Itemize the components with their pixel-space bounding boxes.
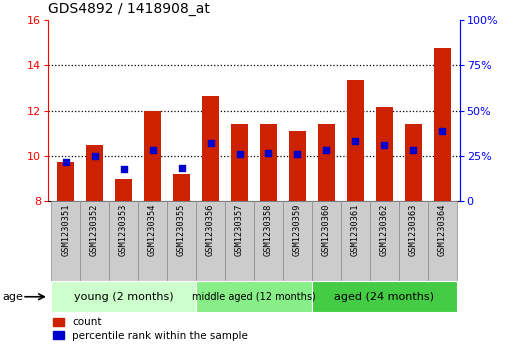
Bar bbox=[428, 201, 457, 281]
Point bbox=[235, 151, 243, 157]
Bar bbox=[138, 201, 167, 281]
Bar bbox=[312, 281, 457, 312]
Bar bbox=[80, 201, 109, 281]
Bar bbox=[254, 201, 283, 281]
Text: GSM1230359: GSM1230359 bbox=[293, 204, 302, 256]
Bar bbox=[283, 201, 312, 281]
Bar bbox=[173, 174, 190, 201]
Text: young (2 months): young (2 months) bbox=[74, 292, 173, 302]
Bar bbox=[312, 201, 341, 281]
Bar bbox=[318, 124, 335, 201]
Point bbox=[294, 151, 302, 157]
Text: GSM1230360: GSM1230360 bbox=[322, 204, 331, 256]
Point bbox=[409, 147, 418, 152]
Text: age: age bbox=[3, 292, 23, 302]
Bar bbox=[231, 124, 248, 201]
Point bbox=[177, 165, 185, 171]
Bar bbox=[225, 201, 254, 281]
Point bbox=[90, 153, 99, 159]
Bar bbox=[196, 201, 225, 281]
Text: GSM1230353: GSM1230353 bbox=[119, 204, 128, 256]
Text: aged (24 months): aged (24 months) bbox=[334, 292, 434, 302]
Bar bbox=[196, 281, 312, 312]
Point bbox=[438, 128, 447, 134]
Bar bbox=[202, 96, 219, 201]
Bar bbox=[167, 201, 196, 281]
Text: GDS4892 / 1418908_at: GDS4892 / 1418908_at bbox=[48, 2, 210, 16]
Point bbox=[148, 147, 156, 152]
Bar bbox=[86, 145, 103, 201]
Bar bbox=[115, 179, 132, 201]
Text: GSM1230364: GSM1230364 bbox=[438, 204, 447, 256]
Point bbox=[61, 159, 70, 165]
Bar bbox=[376, 107, 393, 201]
Text: GSM1230354: GSM1230354 bbox=[148, 204, 157, 256]
Bar bbox=[399, 201, 428, 281]
Bar bbox=[341, 201, 370, 281]
Bar bbox=[347, 80, 364, 201]
Text: GSM1230355: GSM1230355 bbox=[177, 204, 186, 256]
Text: GSM1230356: GSM1230356 bbox=[206, 204, 215, 256]
Point bbox=[206, 140, 214, 146]
Bar bbox=[57, 162, 74, 201]
Bar bbox=[434, 48, 451, 201]
Text: GSM1230362: GSM1230362 bbox=[380, 204, 389, 256]
Text: GSM1230361: GSM1230361 bbox=[351, 204, 360, 256]
Point bbox=[265, 150, 273, 156]
Text: GSM1230351: GSM1230351 bbox=[61, 204, 70, 256]
Bar bbox=[289, 131, 306, 201]
Text: GSM1230357: GSM1230357 bbox=[235, 204, 244, 256]
Point bbox=[323, 147, 331, 152]
Bar bbox=[144, 111, 161, 201]
Bar bbox=[51, 201, 80, 281]
Text: GSM1230352: GSM1230352 bbox=[90, 204, 99, 256]
Legend: count, percentile rank within the sample: count, percentile rank within the sample bbox=[53, 317, 248, 341]
Text: GSM1230363: GSM1230363 bbox=[409, 204, 418, 256]
Point bbox=[380, 142, 389, 148]
Point bbox=[352, 138, 360, 143]
Bar bbox=[51, 281, 196, 312]
Bar bbox=[260, 124, 277, 201]
Text: GSM1230358: GSM1230358 bbox=[264, 204, 273, 256]
Point bbox=[119, 166, 128, 172]
Bar bbox=[405, 124, 422, 201]
Bar bbox=[109, 201, 138, 281]
Bar bbox=[370, 201, 399, 281]
Text: middle aged (12 months): middle aged (12 months) bbox=[192, 292, 316, 302]
